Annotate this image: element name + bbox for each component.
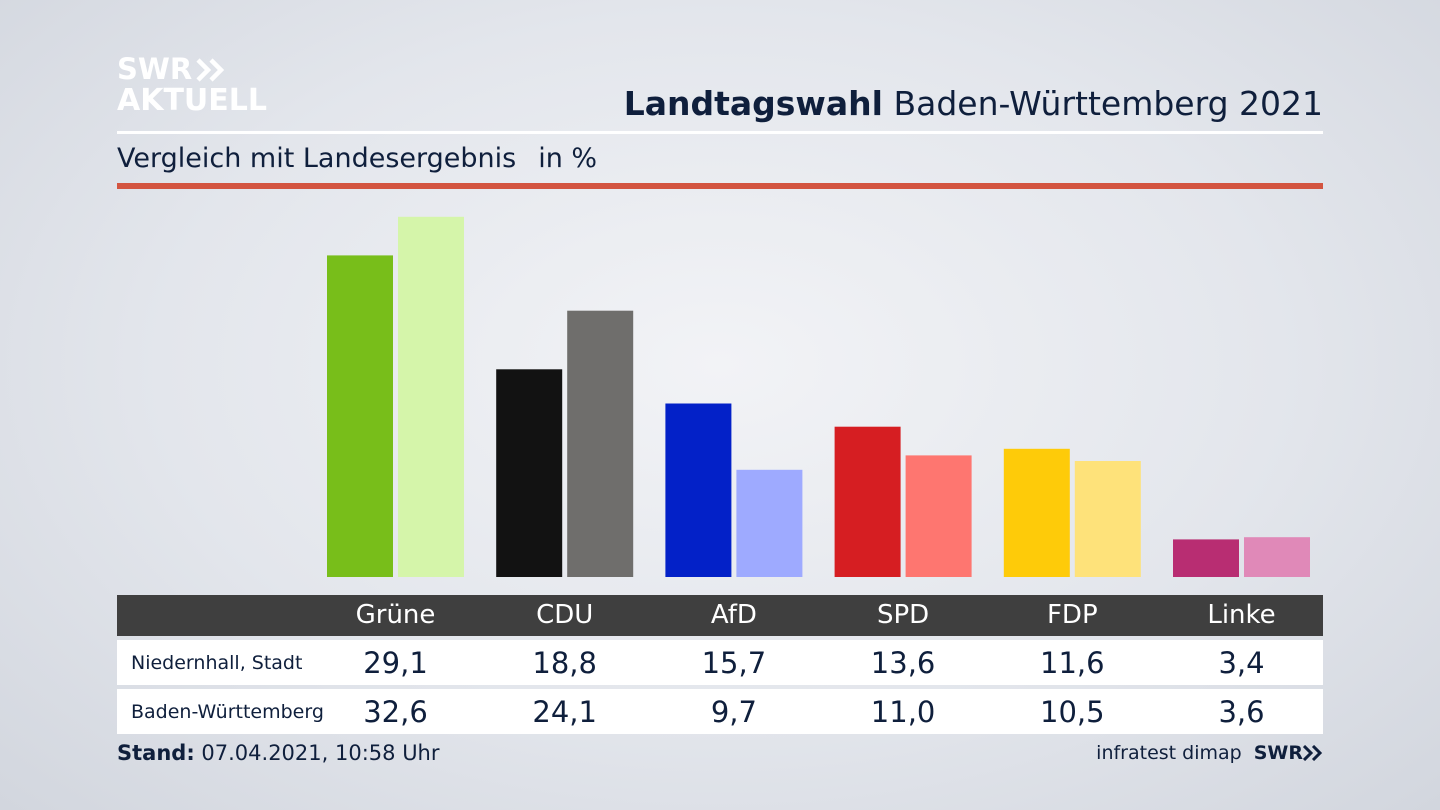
table-header: Grüne CDU AfD SPD FDP Linke	[117, 595, 1323, 636]
value-cdu-niedernhall-stadt: 18,8	[532, 646, 597, 680]
stand-value: 07.04.2021, 10:58 Uhr	[201, 741, 440, 765]
value-spd-niedernhall-stadt: 13,6	[870, 646, 936, 680]
bar-spd-niedernhall-stadt	[834, 426, 901, 577]
bar-chart	[327, 216, 1310, 578]
brand-chevron-icon	[1303, 745, 1323, 761]
value-linke-baden-w-rttemberg: 3,6	[1218, 695, 1265, 729]
bar-gr-ne-baden-w-rttemberg	[398, 216, 464, 578]
source-credit: infratest dimap SWR	[1096, 742, 1323, 764]
unit-label: in %	[538, 143, 598, 174]
logo-line1: SWR	[117, 52, 193, 86]
value-afd-niedernhall-stadt: 15,7	[701, 646, 767, 680]
value-fdp-baden-w-rttemberg: 10,5	[1040, 695, 1105, 729]
bar-afd-baden-w-rttemberg	[736, 469, 803, 577]
subtitle: Vergleich mit Landesergebnis in %	[117, 143, 597, 174]
party-label-cdu: CDU	[536, 600, 594, 630]
results-table: Grüne CDU AfD SPD FDP Linke Niedernhall, Stad…	[117, 595, 1323, 734]
row-label-local: Niedernhall, Stadt	[131, 652, 303, 674]
value-afd-baden-w-rttemberg: 9,7	[710, 695, 757, 729]
value-linke-niedernhall-stadt: 3,4	[1218, 646, 1265, 680]
bar-linke-baden-w-rttemberg	[1244, 537, 1310, 577]
brand-mark: SWR	[1254, 742, 1323, 764]
table-row: Baden-Württemberg 32,6 24,1 9,7 11,0 10,5 3,6	[117, 689, 1323, 734]
row-label-state: Baden-Württemberg	[131, 701, 324, 723]
value-fdp-niedernhall-stadt: 11,6	[1040, 646, 1105, 680]
logo-line2: AKTUELL	[117, 83, 268, 118]
bar-fdp-baden-w-rttemberg	[1074, 461, 1141, 577]
subtitle-text: Vergleich mit Landesergebnis	[117, 143, 517, 174]
bar-afd-niedernhall-stadt	[665, 403, 732, 577]
value-gr-ne-baden-w-rttemberg: 32,6	[363, 695, 428, 729]
party-label-fdp: FDP	[1046, 600, 1098, 630]
bar-gr-ne-niedernhall-stadt	[327, 255, 393, 577]
page-title: Landtagswahl Baden-Württemberg 2021	[624, 84, 1323, 123]
value-gr-ne-niedernhall-stadt: 29,1	[363, 646, 428, 680]
bar-spd-baden-w-rttemberg	[905, 455, 972, 577]
source-text: infratest dimap	[1096, 742, 1242, 764]
bar-cdu-baden-w-rttemberg	[567, 310, 634, 577]
bar-cdu-niedernhall-stadt	[496, 369, 563, 577]
double-chevron-icon	[196, 57, 226, 82]
accent-divider	[117, 183, 1323, 189]
bar-fdp-niedernhall-stadt	[1003, 448, 1070, 577]
timestamp: Stand: 07.04.2021, 10:58 Uhr	[117, 741, 440, 765]
brand-text: SWR	[1253, 742, 1303, 764]
swr-aktuell-logo: SWR AKTUELL	[117, 52, 268, 118]
value-cdu-baden-w-rttemberg: 24,1	[532, 695, 597, 729]
title-rest: Baden-Württemberg 2021	[893, 84, 1323, 123]
value-spd-baden-w-rttemberg: 11,0	[870, 695, 936, 729]
party-label-spd: SPD	[876, 600, 930, 630]
title-bold: Landtagswahl	[623, 84, 883, 123]
header-divider	[117, 131, 1323, 134]
party-label-linke: Linke	[1207, 600, 1276, 630]
table-row: Niedernhall, Stadt 29,1 18,8 15,7 13,6 11,6 3…	[117, 640, 1323, 685]
stand-label: Stand:	[117, 741, 195, 765]
bar-linke-niedernhall-stadt	[1173, 539, 1239, 577]
party-label-gr-ne: Grüne	[355, 600, 436, 630]
party-label-afd: AfD	[710, 600, 757, 630]
